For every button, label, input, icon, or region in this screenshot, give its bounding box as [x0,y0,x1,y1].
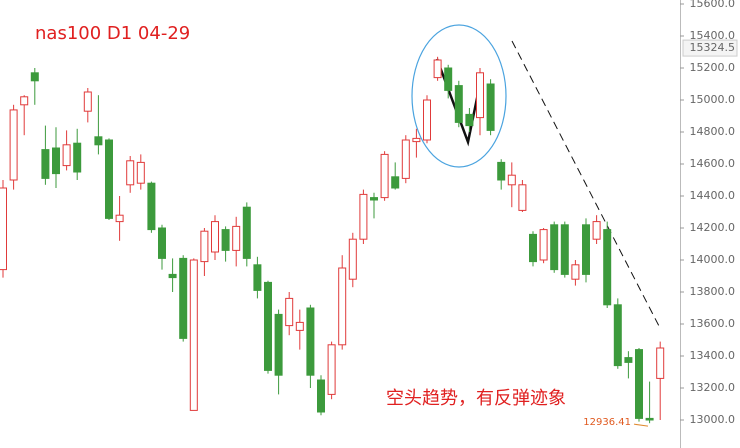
y-tick-label: 14000.0 [690,253,736,266]
annotation-text: 空头趋势，有反弹迹象 [386,388,566,409]
candle-body [454,85,463,123]
candle-body [582,224,590,275]
y-tick-label: 13200.0 [690,381,736,394]
candle-body [94,136,103,146]
candle-body [189,259,198,411]
candle-body [518,184,527,211]
y-tick-label: 15000.0 [690,93,736,106]
chart-title: nas100 D1 04-29 [35,23,190,44]
candle-body [83,91,92,112]
candle-body [136,161,145,184]
candle-body [232,225,241,251]
last-price-label: 12936.41 [583,417,631,428]
candle-body [592,221,601,240]
candle-body [423,99,431,141]
candle-body [560,224,569,275]
marker-price-label: 15324.5 [690,41,736,54]
candle-body [380,153,389,199]
candle-body [348,238,357,280]
candle-body [317,379,325,413]
candle-body [147,182,156,231]
candle-body [359,193,368,240]
y-tick-label: 13800.0 [690,285,736,298]
y-tick-label: 13000.0 [690,413,736,426]
y-tick-label: 14400.0 [690,189,736,202]
candle-body [295,321,304,331]
candle-body [41,149,50,179]
candle-body [645,417,654,421]
y-tick-label: 14800.0 [690,125,736,138]
last-price-arrow [633,423,649,427]
candle-body [603,229,612,306]
trend-line [511,40,661,329]
candle-body [285,297,294,327]
candle-body [476,72,484,119]
candle-body [486,83,495,131]
candle-body [9,109,18,181]
candle-body [158,227,166,259]
candle-body [539,229,548,261]
candle-body [20,96,29,106]
candle-body [306,307,315,376]
candle-body [327,344,336,395]
candle-body [465,113,474,127]
candle-body [507,174,516,186]
candle-body [656,347,665,379]
candle-body [115,214,124,223]
y-tick-label: 13600.0 [690,317,736,330]
candle-body [529,233,537,263]
candle-body [370,197,378,201]
y-tick-label: 15200.0 [690,61,736,74]
candle-body [571,264,580,280]
y-tick-label: 15600.0 [690,0,736,10]
candle-body [624,357,633,363]
highlight-circle [411,24,507,168]
candle-body [168,273,177,279]
candle-body [338,267,347,346]
candle-body [433,59,442,79]
candle-body [221,229,230,251]
candle-body [62,144,71,167]
candle-body [444,67,453,91]
candle-body [73,142,82,173]
candle-body [401,139,410,179]
candle-body [0,187,7,271]
y-tick-label: 15400.0 [690,29,736,42]
candle-body [412,137,421,143]
marker-price-box [682,39,738,57]
candle-body [126,160,135,186]
candle-body [253,264,262,291]
y-tick-label: 14200.0 [690,221,736,234]
candle-body [613,304,622,367]
candle-body [497,161,506,181]
y-tick-label: 13400.0 [690,349,736,362]
y-tick-label: 14600.0 [690,157,736,170]
candle-body [52,147,60,175]
candle-body [391,176,400,189]
candle-body [179,257,188,339]
candle-body [105,139,113,219]
candle-body [550,224,559,271]
candle-body [264,281,272,371]
candle-body [200,230,209,263]
candle-body [211,221,219,253]
candle-body [242,206,251,259]
candle-body [635,349,643,419]
candle-body [274,313,283,376]
candle-body [30,72,39,82]
